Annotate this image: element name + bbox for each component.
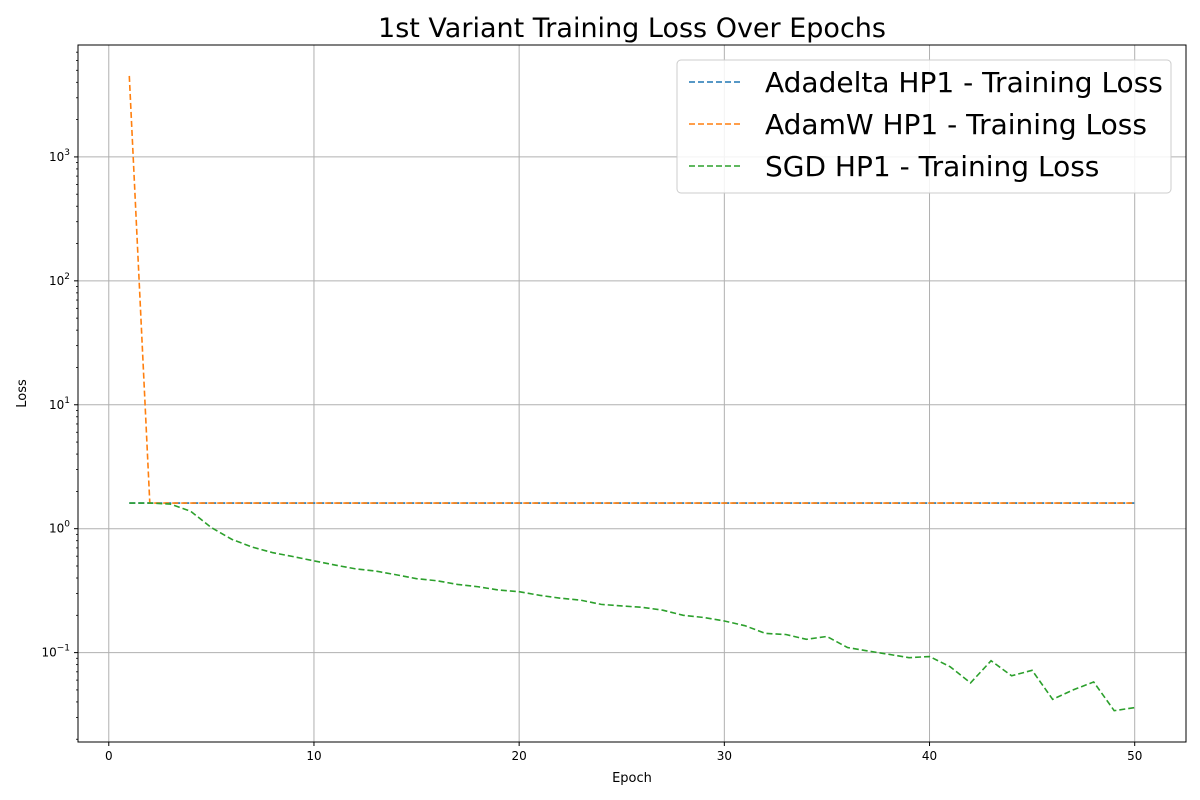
y-tick-label: 102 — [49, 272, 70, 288]
legend-label: SGD HP1 - Training Loss — [765, 150, 1099, 183]
series-lines — [128, 75, 1135, 712]
x-tick-label: 0 — [105, 749, 113, 763]
y-tick-label: 10−1 — [41, 644, 70, 660]
y-tick-label: 100 — [49, 520, 70, 536]
legend: Adadelta HP1 - Training Loss AdamW HP1 - … — [676, 59, 1172, 194]
y-tick-label: 101 — [49, 396, 70, 412]
legend-box — [676, 59, 1172, 194]
legend-label: Adadelta HP1 - Training Loss — [765, 66, 1163, 99]
y-axis-label: Loss — [15, 379, 30, 408]
x-tick-label: 30 — [717, 749, 732, 763]
axis-ticks: 0 10 20 30 40 50 10−1 100 101 102 103 — [41, 51, 1142, 763]
chart-title: 1st Variant Training Loss Over Epochs — [378, 13, 886, 44]
series-line-3 — [129, 502, 1135, 712]
x-axis-label: Epoch — [612, 771, 652, 786]
x-tick-label: 20 — [512, 749, 527, 763]
plot-frame — [77, 44, 1187, 743]
y-tick-label: 103 — [49, 148, 70, 164]
x-tick-label: 40 — [922, 749, 937, 763]
x-tick-label: 50 — [1127, 749, 1142, 763]
x-tick-label: 10 — [306, 749, 321, 763]
legend-label: AdamW HP1 - Training Loss — [765, 108, 1147, 141]
